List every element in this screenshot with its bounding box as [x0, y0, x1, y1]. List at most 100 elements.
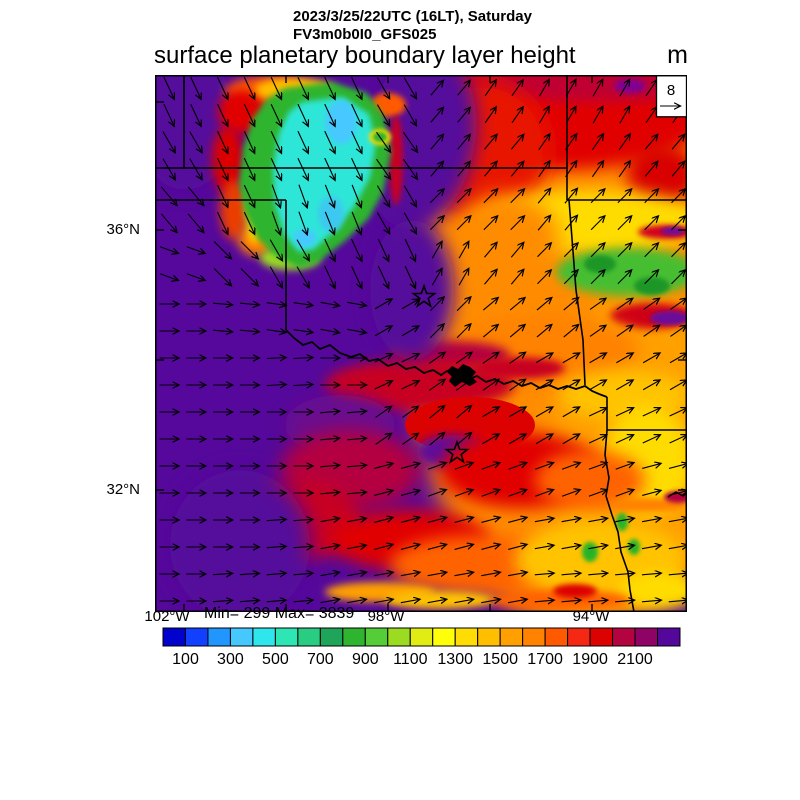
wind-arrow: [376, 212, 389, 234]
wind-arrow: [243, 103, 254, 126]
wind-arrow: [508, 545, 526, 550]
map-frame: [155, 75, 687, 612]
wind-arrow: [615, 490, 634, 497]
wind-arrow: [324, 238, 335, 261]
wind-arrow: [347, 329, 366, 332]
wind-arrow: [561, 463, 580, 470]
unit-label: m: [667, 41, 688, 69]
wind-arrow: [454, 463, 473, 470]
wind-arrow: [642, 353, 659, 364]
wind-arrow: [243, 130, 254, 153]
wind-arrow: [324, 130, 335, 153]
wind-arrow: [324, 211, 334, 234]
wind-arrow: [347, 411, 366, 413]
wind-arrow: [644, 216, 658, 231]
wind-arrow: [509, 325, 525, 338]
wind-arrow: [615, 573, 634, 575]
field-blob: [627, 145, 687, 205]
wind-arrow: [642, 435, 660, 444]
wind-arrow: [427, 518, 446, 523]
wind-arrow: [454, 490, 473, 497]
reference-vector-value: 8: [667, 82, 675, 99]
wind-arrow: [563, 298, 579, 311]
wind-arrow: [642, 380, 659, 391]
wind-arrow: [483, 216, 497, 231]
wind-arrow: [509, 298, 525, 311]
wind-arrow: [562, 380, 579, 391]
wind-arrow: [429, 324, 443, 339]
colorbar-tick-label: 1100: [393, 651, 428, 668]
wind-arrow: [616, 299, 633, 310]
wind-arrow: [213, 330, 232, 332]
wind-arrow: [536, 325, 552, 338]
wind-arrow: [669, 408, 687, 417]
wind-arrow: [324, 184, 334, 207]
field-blob: [294, 229, 316, 247]
wind-arrow: [565, 161, 577, 178]
wind-arrow: [217, 103, 228, 126]
wind-arrow: [562, 353, 579, 364]
wind-arrow: [563, 243, 577, 258]
colorbar-cell: [207, 627, 231, 647]
colorbar-tick-label: 1300: [437, 651, 473, 668]
pbl-map: 8: [155, 75, 687, 612]
wind-arrow: [266, 303, 286, 306]
field-blob: [325, 100, 357, 144]
wind-arrow: [266, 519, 286, 520]
wind-arrow: [377, 238, 388, 261]
wind-arrow: [535, 380, 552, 391]
wind-arrow: [427, 572, 447, 575]
wind-arrow: [293, 519, 313, 520]
wind-arrow: [213, 573, 232, 574]
colorbar-tick-label: 1500: [482, 651, 518, 668]
wind-arrow: [293, 546, 313, 547]
wind-arrow: [454, 518, 473, 523]
wind-arrow: [297, 103, 308, 126]
wind-arrow: [538, 107, 549, 124]
wind-arrow: [454, 545, 473, 550]
wind-arrow: [351, 211, 361, 234]
wind-arrow: [293, 600, 313, 602]
wind-arrow: [347, 302, 366, 305]
wind-arrow: [458, 269, 469, 286]
wind-arrow: [535, 463, 553, 470]
wind-arrow: [537, 189, 550, 204]
lon-label: 98°W: [367, 608, 405, 625]
field-blob: [450, 195, 560, 285]
wind-arrow: [217, 211, 228, 234]
field-blob: [490, 590, 630, 610]
colorbar-cell: [342, 627, 366, 647]
wind-arrow: [484, 80, 496, 97]
wind-arrow: [671, 189, 684, 204]
wind-arrow: [564, 189, 577, 204]
wind-arrow: [534, 518, 554, 521]
wind-arrow: [402, 407, 418, 418]
field-blob: [634, 277, 670, 295]
colorbar-cell: [499, 627, 524, 647]
wind-arrow: [431, 269, 442, 286]
wind-arrow: [373, 572, 393, 575]
wind-arrow: [376, 131, 391, 152]
wind-arrow: [160, 213, 176, 232]
wind-arrow: [510, 243, 523, 258]
wind-arrow: [347, 518, 366, 521]
wind-arrow: [373, 599, 393, 602]
wind-arrow: [456, 216, 470, 231]
wind-arrow: [535, 353, 552, 364]
wind-arrow: [481, 490, 500, 497]
wind-arrow: [617, 189, 631, 204]
wind-arrow: [400, 599, 420, 602]
wind-arrow: [668, 600, 687, 602]
wind-arrow: [430, 135, 443, 150]
wind-arrow: [243, 211, 254, 234]
wind-arrow: [400, 464, 419, 469]
wind-arrow: [374, 518, 392, 523]
wind-arrow: [507, 572, 527, 575]
wind-arrow: [509, 380, 526, 391]
wind-arrow: [401, 326, 418, 337]
wind-arrow: [535, 490, 553, 497]
wind-arrow: [616, 353, 632, 364]
wind-arrow: [243, 184, 254, 207]
wind-arrow: [671, 243, 684, 258]
